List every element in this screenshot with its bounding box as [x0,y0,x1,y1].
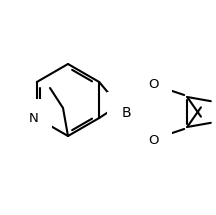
Text: N: N [29,112,39,126]
Text: O: O [148,77,158,91]
Text: B: B [121,106,131,120]
Text: O: O [148,134,158,146]
Text: F: F [125,92,133,106]
